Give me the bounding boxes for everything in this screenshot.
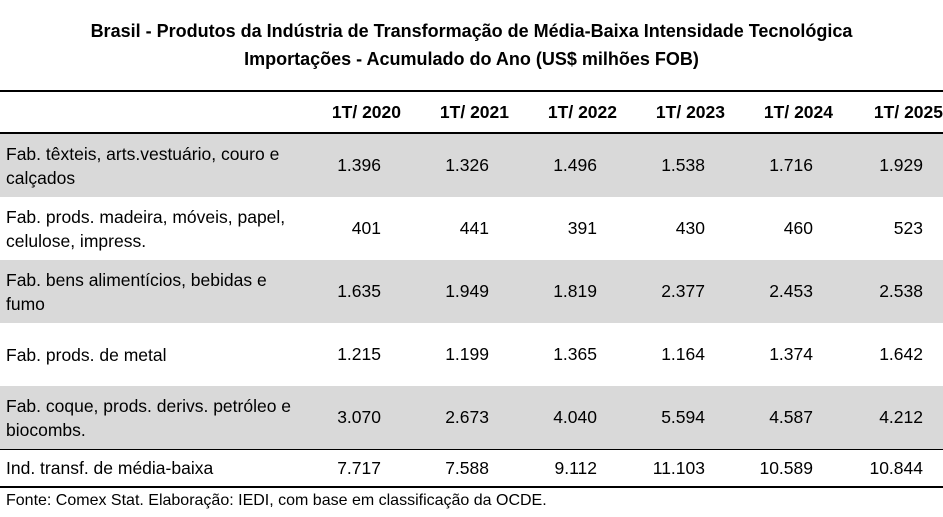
row-label: Fab. prods. madeira, móveis, papel, celu… bbox=[6, 206, 286, 251]
header-label-cell bbox=[0, 90, 295, 134]
table-row: Fab. têxteis, arts.vestuário, couro e ca… bbox=[0, 133, 943, 197]
value-cell: 2.538 bbox=[833, 260, 943, 323]
value-cell: 1.215 bbox=[337, 344, 381, 364]
value-cell: 1.396 bbox=[295, 133, 401, 197]
total-label: Ind. transf. de média-baixa bbox=[0, 449, 295, 488]
row-label: Fab. prods. de metal bbox=[6, 344, 167, 365]
value-cell: 441 bbox=[459, 218, 489, 238]
column-header: 1T/ 2023 bbox=[617, 90, 725, 134]
value-cell: 5.594 bbox=[617, 386, 725, 450]
total-cell: 7.588 bbox=[401, 449, 509, 488]
header-row: 1T/ 2020 1T/ 2021 1T/ 2022 1T/ 2023 1T/ … bbox=[0, 90, 943, 134]
imports-table: 1T/ 2020 1T/ 2021 1T/ 2022 1T/ 2023 1T/ … bbox=[0, 90, 943, 488]
value-cell: 1.496 bbox=[509, 133, 617, 197]
row-label: Fab. têxteis, arts.vestuário, couro e ca… bbox=[0, 133, 295, 197]
value-cell: 1.635 bbox=[295, 260, 401, 323]
table-row: Fab. prods. madeira, móveis, papel, celu… bbox=[0, 197, 943, 260]
table-title-block: Brasil - Produtos da Indústria de Transf… bbox=[0, 0, 943, 73]
value-cell: 401 bbox=[351, 218, 381, 238]
row-label: Fab. bens alimentícios, bebidas e fumo bbox=[0, 260, 295, 323]
value-cell: 3.070 bbox=[295, 386, 401, 450]
source-note: Fonte: Comex Stat. Elaboração: IEDI, com… bbox=[6, 492, 547, 509]
value-cell: 1.164 bbox=[661, 344, 705, 364]
table-row: Fab. bens alimentícios, bebidas e fumo 1.… bbox=[0, 260, 943, 323]
table-row: Fab. prods. de metal 1.215 1.199 1.365 1.164… bbox=[0, 323, 943, 386]
value-cell: 1.642 bbox=[879, 344, 923, 364]
value-cell: 1.374 bbox=[769, 344, 813, 364]
value-cell: 1.949 bbox=[401, 260, 509, 323]
value-cell: 1.365 bbox=[553, 344, 597, 364]
value-cell: 1.819 bbox=[509, 260, 617, 323]
value-cell: 1.326 bbox=[401, 133, 509, 197]
value-cell: 4.587 bbox=[725, 386, 833, 450]
value-cell: 460 bbox=[783, 218, 813, 238]
column-header: 1T/ 2020 bbox=[295, 90, 401, 134]
value-cell: 4.040 bbox=[509, 386, 617, 450]
value-cell: 1.538 bbox=[617, 133, 725, 197]
value-cell: 2.453 bbox=[725, 260, 833, 323]
total-cell: 11.103 bbox=[617, 449, 725, 488]
value-cell: 523 bbox=[893, 218, 923, 238]
total-cell: 7.717 bbox=[295, 449, 401, 488]
value-cell: 1.929 bbox=[833, 133, 943, 197]
table-row: Fab. coque, prods. derivs. petróleo e bi… bbox=[0, 386, 943, 450]
total-row: Ind. transf. de média-baixa 7.717 7.588 … bbox=[0, 449, 943, 488]
table-subtitle: Importações - Acumulado do Ano (US$ milh… bbox=[244, 49, 699, 69]
column-header: 1T/ 2021 bbox=[401, 90, 509, 134]
table-body: Fab. têxteis, arts.vestuário, couro e ca… bbox=[0, 133, 943, 450]
value-cell: 1.199 bbox=[445, 344, 489, 364]
value-cell: 2.673 bbox=[401, 386, 509, 450]
value-cell: 430 bbox=[675, 218, 705, 238]
table-title: Brasil - Produtos da Indústria de Transf… bbox=[90, 21, 853, 41]
row-label: Fab. coque, prods. derivs. petróleo e bi… bbox=[0, 386, 295, 450]
value-cell: 2.377 bbox=[617, 260, 725, 323]
total-cell: 10.589 bbox=[725, 449, 833, 488]
total-cell: 9.112 bbox=[509, 449, 617, 488]
value-cell: 391 bbox=[567, 218, 597, 238]
value-cell: 1.716 bbox=[725, 133, 833, 197]
value-cell: 4.212 bbox=[833, 386, 943, 450]
column-header: 1T/ 2024 bbox=[725, 90, 833, 134]
total-cell: 10.844 bbox=[833, 449, 943, 488]
column-header: 1T/ 2022 bbox=[509, 90, 617, 134]
column-header: 1T/ 2025 bbox=[833, 90, 943, 134]
